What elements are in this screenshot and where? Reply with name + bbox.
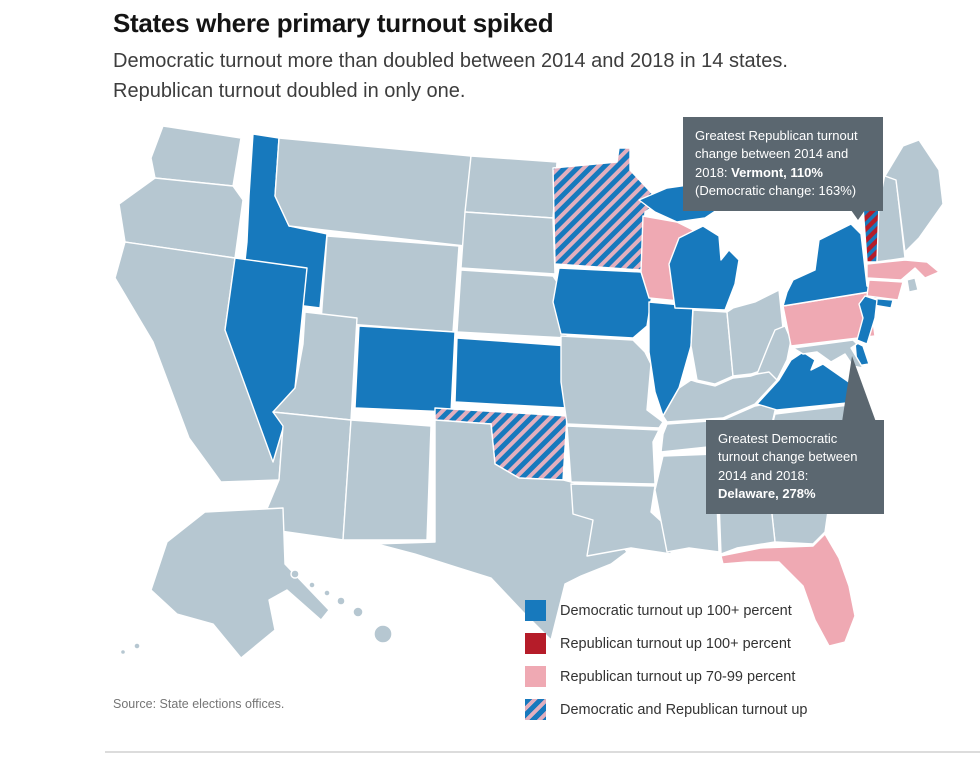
subtitle-line-1: Democratic turnout more than doubled bet…: [113, 50, 788, 72]
tooltip-democratic-record: Greatest Democratic turnout change betwe…: [706, 420, 884, 514]
hawaii-island: [373, 624, 393, 644]
state-louisiana: [570, 483, 674, 557]
legend-swatch-republican: [525, 633, 546, 654]
state-connecticut: [866, 279, 904, 301]
state-nebraska: [456, 269, 570, 339]
hawaii-island: [290, 569, 300, 579]
legend-item-democratic: Democratic turnout up 100+ percent: [525, 600, 807, 621]
bottom-divider: [105, 751, 980, 753]
state-rhode-island: [906, 277, 919, 293]
tooltip-pointer-delaware: [842, 356, 876, 422]
subtitle: Democratic turnout more than doubled bet…: [113, 46, 788, 106]
state-michigan: [668, 225, 740, 311]
legend-item-both: Democratic and Republican turnout up: [525, 699, 807, 720]
state-florida: [720, 533, 856, 647]
state-massachusetts: [866, 259, 940, 281]
state-arkansas: [566, 425, 660, 485]
state-iowa: [552, 267, 654, 339]
legend-item-republican-70-99: Republican turnout up 70-99 percent: [525, 666, 807, 687]
alaska-aleutian-island: [119, 648, 127, 656]
hawaii-island: [323, 589, 331, 597]
tooltip-republican-highlight: Vermont, 110%: [731, 164, 823, 180]
legend-label: Republican turnout up 70-99 percent: [560, 668, 796, 685]
state-indiana: [690, 309, 734, 385]
legend-swatch-both-hatched: [525, 699, 546, 720]
state-kentucky: [662, 369, 780, 423]
page-title: States where primary turnout spiked: [113, 8, 554, 38]
state-washington: [150, 125, 242, 187]
tooltip-republican-suffix: (Democratic change: 163%): [695, 183, 857, 199]
state-north-dakota: [464, 155, 558, 219]
state-kansas: [454, 337, 570, 409]
hawaii-island: [352, 606, 364, 618]
state-missouri: [560, 335, 664, 429]
legend: Democratic turnout up 100+ percent Repub…: [525, 600, 807, 732]
legend-item-republican: Republican turnout up 100+ percent: [525, 633, 807, 654]
state-new-jersey: [856, 295, 878, 345]
hawaii-island: [308, 581, 316, 589]
hawaii-island: [336, 596, 346, 606]
state-colorado: [354, 325, 456, 413]
subtitle-line-2: Republican turnout doubled in only one.: [113, 80, 466, 102]
state-montana: [274, 137, 472, 247]
legend-label: Democratic turnout up 100+ percent: [560, 602, 792, 619]
tooltip-republican-record: Greatest Republican turnout change betwe…: [683, 117, 883, 211]
state-texas: [376, 419, 628, 641]
state-alaska: [150, 507, 330, 659]
alaska-aleutian-island: [133, 642, 141, 650]
legend-swatch-democratic: [525, 600, 546, 621]
source-note: Source: State elections offices.: [113, 697, 285, 711]
state-new-mexico: [342, 419, 432, 541]
legend-label: Republican turnout up 100+ percent: [560, 635, 791, 652]
state-virginia: [756, 351, 864, 411]
legend-swatch-republican-70-99: [525, 666, 546, 687]
state-minnesota: [552, 147, 661, 271]
state-maine: [884, 139, 944, 253]
tooltip-republican-text: Greatest Republican turnout change betwe…: [695, 128, 858, 180]
legend-label: Democratic and Republican turnout up: [560, 701, 808, 718]
state-south-dakota: [460, 211, 556, 275]
tooltip-democratic-text: Greatest Democratic turnout change betwe…: [718, 431, 858, 483]
tooltip-democratic-highlight: Delaware, 278%: [718, 486, 816, 502]
